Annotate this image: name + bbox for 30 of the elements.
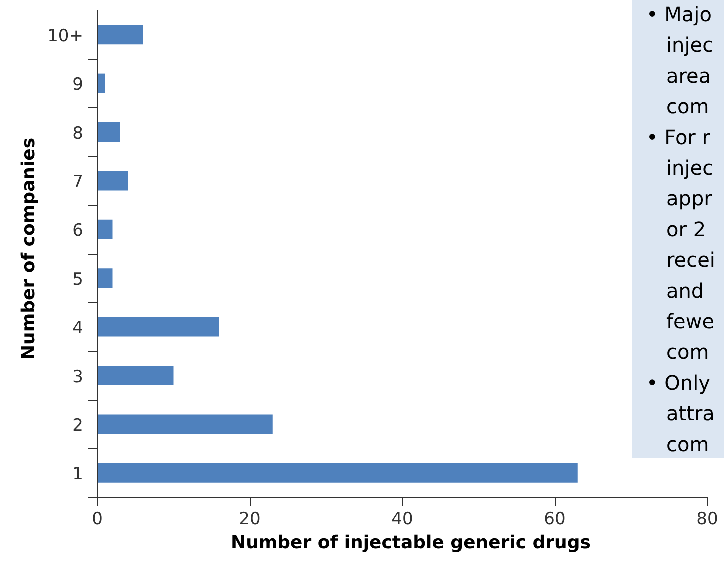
- bar: [98, 74, 106, 94]
- y-tick-label: 4: [72, 318, 84, 339]
- x-tick-label: 80: [696, 510, 718, 530]
- x-tick-label: 60: [544, 510, 566, 530]
- y-tick-label: 2: [72, 416, 84, 436]
- y-tick-label: 7: [72, 172, 84, 192]
- y-tick-label: 6: [72, 221, 84, 242]
- bar: [98, 25, 144, 45]
- annotation: • Majo injec area com: [646, 2, 714, 119]
- bar: [98, 122, 120, 142]
- y-tick-label: 8: [72, 124, 84, 144]
- x-tick-label: 0: [92, 510, 103, 530]
- bar: [98, 171, 128, 191]
- bar: [98, 463, 578, 483]
- x-tick-label: 20: [239, 510, 261, 530]
- y-axis-title: Number of companies: [18, 138, 40, 360]
- x-tick-label: 40: [392, 510, 414, 530]
- x-axis-title: Number of injectable generic drugs: [231, 532, 591, 554]
- y-tick-label: 5: [72, 270, 84, 290]
- bar: [98, 220, 113, 240]
- bar: [98, 317, 220, 337]
- bar: [98, 414, 273, 434]
- y-tick-label: 10+: [48, 26, 84, 46]
- bar: [98, 268, 113, 288]
- annotation: • For r injec appr or 2 recei and fewe com: [646, 125, 716, 364]
- y-tick-label: 9: [72, 75, 84, 96]
- y-tick-label: 1: [72, 464, 84, 485]
- bar: [98, 366, 174, 386]
- y-tick-label: 3: [72, 367, 84, 388]
- annotation: • Only attra com: [646, 370, 715, 456]
